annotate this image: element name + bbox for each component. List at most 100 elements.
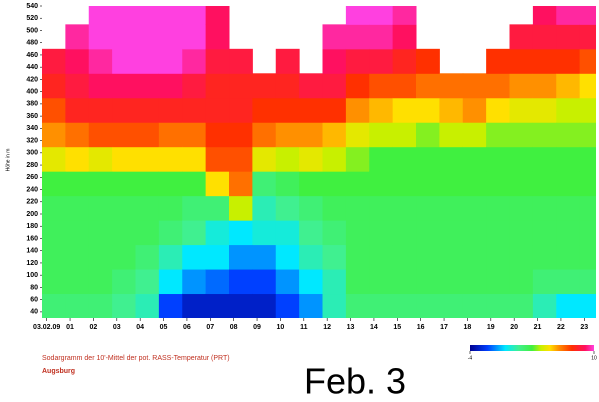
- x-tick-label: 11: [300, 324, 308, 331]
- heat-cell: [345, 122, 370, 148]
- heat-cell: [275, 244, 300, 270]
- heat-cell: [486, 122, 511, 148]
- heat-cell: [486, 244, 511, 270]
- heat-cell: [135, 73, 160, 99]
- heat-cell: [532, 73, 557, 99]
- x-tick-label: 18: [464, 324, 472, 331]
- heat-cell: [345, 24, 370, 50]
- x-tick-label: 23: [580, 324, 588, 331]
- heat-cell: [345, 269, 370, 295]
- heat-cell: [229, 220, 253, 246]
- heat-cell: [556, 293, 581, 318]
- y-axis-label: Höhe in m: [5, 149, 11, 172]
- y-tick-label: 240: [26, 186, 38, 193]
- heat-cell: [135, 195, 160, 221]
- heat-cell: [416, 48, 440, 74]
- heat-cell: [345, 97, 370, 123]
- x-tick-label: 15: [393, 324, 401, 331]
- heat-cell: [462, 244, 487, 270]
- heat-cell: [509, 97, 534, 123]
- heat-cell: [509, 171, 534, 197]
- heat-cell: [345, 73, 370, 99]
- heat-cell: [532, 244, 557, 270]
- heat-cell: [182, 269, 207, 295]
- heat-cell: [229, 146, 253, 172]
- heat-cell: [462, 269, 487, 295]
- date-overlay: Feb. 3: [304, 361, 406, 402]
- heat-cell: [65, 220, 90, 246]
- y-tick-label: 380: [26, 101, 38, 108]
- x-tick-label: 22: [557, 324, 565, 331]
- heat-cell: [556, 97, 581, 123]
- heat-cell: [229, 195, 253, 221]
- heat-cell: [556, 6, 581, 25]
- y-tick-label: 40: [30, 309, 38, 316]
- heat-cell: [158, 293, 183, 318]
- heat-cell: [579, 146, 596, 172]
- heat-cell: [556, 122, 581, 148]
- heat-cell: [532, 48, 557, 74]
- heat-cell: [229, 48, 253, 74]
- heat-cell: [158, 6, 183, 25]
- heat-cell: [369, 171, 394, 197]
- heat-cell: [509, 293, 534, 318]
- y-tick-label: 120: [26, 260, 38, 267]
- heat-cell: [88, 293, 113, 318]
- heat-cell: [462, 220, 487, 246]
- heat-cell: [65, 244, 90, 270]
- heat-cell: [229, 97, 253, 123]
- heat-cell: [88, 146, 113, 172]
- heat-cell: [65, 97, 90, 123]
- heat-cell: [182, 244, 207, 270]
- x-tick-label: 03: [113, 324, 121, 331]
- heat-cell: [135, 6, 160, 25]
- heat-cell: [322, 171, 347, 197]
- heat-cell: [322, 244, 347, 270]
- heat-cell: [135, 24, 160, 50]
- heat-cell: [65, 269, 90, 295]
- heat-cell: [275, 48, 300, 74]
- heat-cell: [509, 48, 534, 74]
- x-tick-label: 08: [230, 324, 238, 331]
- colorbar-tick-label: 10: [591, 355, 597, 361]
- heat-cell: [299, 220, 324, 246]
- heat-cell: [205, 195, 230, 221]
- heat-cell: [556, 195, 581, 221]
- heat-cell: [556, 220, 581, 246]
- heat-cell: [88, 244, 113, 270]
- heat-cell: [252, 269, 277, 295]
- heat-cell: [182, 6, 207, 25]
- heat-cell: [392, 244, 417, 270]
- heat-cell: [252, 171, 277, 197]
- heat-cell: [182, 171, 207, 197]
- heat-cell: [509, 244, 534, 270]
- heat-cell: [42, 73, 66, 99]
- heat-cell: [275, 171, 300, 197]
- heat-cell: [135, 244, 160, 270]
- heat-cell: [392, 195, 417, 221]
- heat-cell: [135, 269, 160, 295]
- heat-cell: [205, 122, 230, 148]
- heat-cell: [486, 73, 511, 99]
- heat-cell: [439, 73, 464, 99]
- heat-cell: [556, 48, 581, 74]
- heat-cell: [205, 146, 230, 172]
- heat-cell: [88, 48, 113, 74]
- heat-cell: [579, 293, 596, 318]
- heat-cell: [158, 171, 183, 197]
- heat-cell: [65, 24, 90, 50]
- y-tick-label: 180: [26, 223, 38, 230]
- heat-cell: [345, 146, 370, 172]
- y-tick-label: 480: [26, 40, 38, 47]
- heat-cell: [532, 24, 557, 50]
- x-tick-label: 16: [417, 324, 425, 331]
- heat-cell: [275, 122, 300, 148]
- heat-cell: [158, 244, 183, 270]
- heat-cell: [486, 146, 511, 172]
- heat-cell: [112, 220, 137, 246]
- heat-cell: [509, 146, 534, 172]
- heat-cell: [486, 48, 511, 74]
- heat-cell: [65, 122, 90, 148]
- heat-cell: [532, 195, 557, 221]
- x-tick-label: 09: [253, 324, 261, 331]
